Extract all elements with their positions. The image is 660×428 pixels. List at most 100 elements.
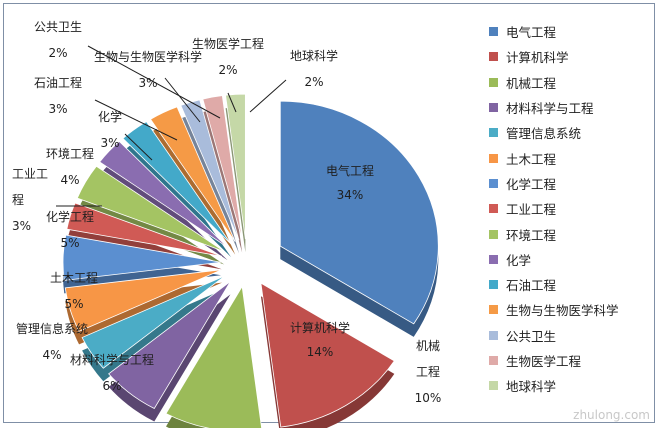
slice-name: 生物与生物医学科学	[93, 50, 203, 64]
slice-percent: 6%	[102, 379, 122, 393]
legend-label: 电气工程	[506, 25, 557, 41]
legend-label: 生物与生物医学科学	[506, 303, 619, 319]
legend-swatch	[489, 381, 498, 391]
slice-9-data-label: 化学 3%	[98, 104, 122, 156]
slice-percent: 4%	[42, 348, 62, 362]
legend-swatch	[489, 330, 498, 340]
legend-label: 化学	[506, 252, 532, 268]
slice-1	[260, 282, 395, 428]
slice-name: 地球科学	[289, 49, 339, 63]
slice-5	[64, 269, 223, 332]
slice-percent: 34%	[336, 188, 364, 202]
slice-4	[81, 275, 226, 369]
legend-item-14: 地球科学	[489, 373, 657, 398]
watermark: zhulong.com	[573, 408, 650, 422]
slice-1-data-label: 计算机科学 14%	[290, 316, 350, 364]
slice-11-leader-line	[164, 77, 201, 123]
slice-name: 公共卫生	[33, 20, 83, 34]
slice-2-data-label: 机械 工程 10%	[415, 333, 442, 411]
slice-9-leader-line	[124, 133, 153, 161]
slice-10	[122, 121, 232, 245]
legend-item-1: 计算机科学	[489, 44, 657, 69]
slice-13-leader-line	[227, 92, 237, 113]
slice-8	[76, 165, 225, 252]
slice-12-leader-line	[87, 45, 221, 119]
legend-item-12: 公共卫生	[489, 323, 657, 348]
slice-name: 计算机科学	[289, 321, 351, 335]
legend-swatch	[489, 178, 498, 188]
legend-item-11: 生物与生物医学科学	[489, 297, 657, 322]
legend-label: 管理信息系统	[506, 126, 582, 142]
slice-7	[66, 202, 223, 257]
legend-swatch	[489, 280, 498, 290]
legend-label: 环境工程	[506, 227, 557, 243]
slice-14-data-label: 地球科学 2%	[290, 43, 338, 95]
slice-name: 工程	[415, 365, 441, 379]
slice-percent: 3%	[138, 76, 158, 90]
legend-item-2: 机械工程	[489, 70, 657, 95]
legend-label: 材料科学与工程	[506, 101, 594, 117]
slice-7-data-label: 工业工程 3%	[12, 161, 48, 239]
slice-10-leader-line	[94, 99, 178, 141]
legend-label: 机械工程	[506, 75, 557, 91]
legend-swatch	[489, 52, 498, 62]
slice-10-data-label: 石油工程 3%	[34, 70, 82, 122]
slice-name: 电气工程	[325, 164, 375, 178]
slice-8-data-label: 环境工程 4%	[46, 141, 94, 193]
legend-label: 计算机科学	[506, 50, 569, 66]
slice-name: 工业工	[12, 167, 49, 181]
slice-name: 环境工程	[45, 147, 95, 161]
slice-percent: 3%	[48, 102, 68, 116]
slice-3	[108, 281, 231, 410]
slice-percent: 2%	[304, 75, 324, 89]
slice-name: 化学工程	[45, 210, 95, 224]
slice-name: 化学	[97, 110, 123, 124]
slice-percent: 2%	[218, 63, 238, 77]
slice-4-data-label: 管理信息系统 4%	[16, 316, 88, 368]
slice-6-data-label: 化学工程 5%	[46, 204, 94, 256]
slice-percent: 4%	[60, 173, 80, 187]
legend-item-0: 电气工程	[489, 19, 657, 44]
slice-percent: 3%	[12, 219, 32, 233]
legend-label: 生物医学工程	[506, 354, 582, 369]
slice-name: 石油工程	[33, 76, 83, 90]
slice-5-data-label: 土木工程 5%	[50, 265, 98, 317]
legend-item-9: 化学	[489, 247, 657, 272]
legend-swatch	[489, 356, 498, 365]
slice-13-data-label: 生物医学工程 2%	[192, 31, 264, 83]
legend-label: 地球科学	[506, 379, 557, 395]
slice-percent: 5%	[64, 297, 84, 311]
legend-label: 石油工程	[506, 278, 557, 294]
legend-item-5: 土木工程	[489, 145, 657, 170]
slice-11-data-label: 生物与生物医学科学 3%	[94, 44, 202, 96]
legend-swatch	[489, 254, 498, 264]
legend: 电气工程计算机科学机械工程材料科学与工程 管理信息系统 土木工程化学工程工业工程环境…	[489, 19, 657, 398]
slice-name: 生物医学工程	[191, 37, 265, 51]
slice-14	[225, 93, 246, 240]
slice-3-data-label: 材料科学与工程 6%	[70, 347, 154, 399]
slice-name: 材料科学与工程	[69, 353, 155, 367]
legend-label: 工业工程	[506, 202, 557, 218]
legend-item-6: 化学工程	[489, 171, 657, 196]
legend-item-10: 石油工程	[489, 272, 657, 297]
slice-name: 程	[12, 193, 25, 207]
legend-label: 土木工程	[506, 151, 557, 167]
slice-0	[279, 100, 439, 325]
slice-percent: 5%	[60, 236, 80, 250]
legend-swatch	[489, 153, 498, 163]
legend-swatch	[489, 27, 498, 37]
legend-label: 公共卫生	[506, 328, 557, 344]
legend-swatch	[489, 128, 498, 138]
slice-percent: 10%	[414, 391, 442, 405]
legend-swatch	[489, 204, 498, 214]
legend-item-7: 工业工程	[489, 196, 657, 221]
legend-swatch	[489, 229, 498, 239]
slice-12	[180, 99, 240, 241]
slice-6	[62, 234, 222, 281]
slice-14-leader-line	[249, 79, 287, 113]
legend-swatch	[489, 305, 498, 315]
legend-item-3: 材料科学与工程	[489, 95, 657, 120]
slice-percent: 14%	[306, 345, 334, 359]
legend-label: 化学工程	[506, 176, 557, 192]
